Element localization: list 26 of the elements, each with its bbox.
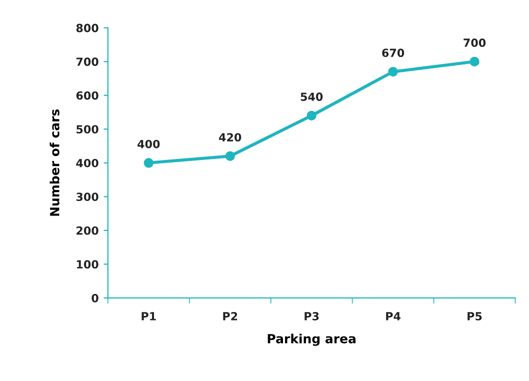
point [306, 110, 316, 120]
data-label: 400 [138, 140, 160, 148]
y-tick-label: 0 [92, 294, 98, 302]
y-tick-label: 500 [76, 125, 98, 134]
point [470, 56, 480, 66]
data-label: 540 [300, 92, 323, 101]
y-tick-label: 200 [76, 226, 98, 235]
x-tick-label: P3 [304, 312, 319, 320]
x-tick-label: P5 [468, 312, 482, 320]
y-tick-label: 600 [76, 91, 98, 100]
x-tick-label: P2 [223, 312, 238, 320]
data-label: 670 [382, 48, 404, 58]
y-tick-label: 100 [76, 260, 98, 269]
point [225, 151, 235, 161]
y-tick-label: 400 [76, 158, 98, 168]
data-label: 420 [219, 133, 242, 142]
y-tick-label: 300 [76, 192, 98, 202]
data-label: 700 [464, 38, 486, 47]
point [144, 158, 154, 168]
x-tick-label: P4 [386, 312, 400, 320]
point [388, 66, 398, 77]
x-tick-label: P1 [142, 312, 156, 320]
y-axis-title: Number of cars [50, 109, 60, 216]
x-axis-title: Parking area [268, 334, 356, 346]
y-tick-label: 800 [76, 24, 98, 32]
y-tick-label: 700 [76, 58, 98, 66]
